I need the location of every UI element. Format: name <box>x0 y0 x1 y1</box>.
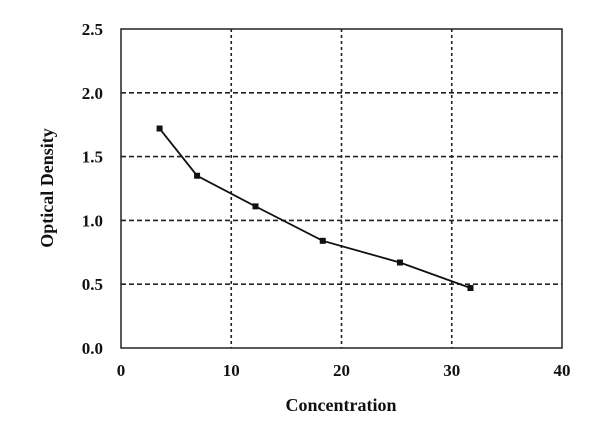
data-point <box>252 203 259 210</box>
y-tick-label: 0.5 <box>82 275 103 294</box>
x-tick-label: 10 <box>223 361 240 380</box>
series-line <box>158 127 471 289</box>
data-point <box>467 285 474 292</box>
grid <box>121 29 562 348</box>
y-tick-label: 1.0 <box>82 211 103 230</box>
y-tick-label: 2.0 <box>82 84 103 103</box>
series <box>156 125 474 292</box>
y-tick-labels: 0.0 0.5 1.0 1.5 2.0 2.5 <box>82 20 103 358</box>
data-point <box>194 172 201 179</box>
x-tick-labels: 0 10 20 30 40 <box>117 361 571 380</box>
plot-frame <box>120 28 563 349</box>
y-tick-label: 1.5 <box>82 148 103 167</box>
data-point <box>396 259 403 266</box>
x-tick-label: 40 <box>554 361 571 380</box>
x-axis-label: Concentration <box>286 395 397 415</box>
y-axis-label: Optical Density <box>37 128 57 248</box>
x-tick-label: 30 <box>443 361 460 380</box>
x-tick-label: 20 <box>333 361 350 380</box>
x-tick-label: 0 <box>117 361 126 380</box>
y-tick-label: 2.5 <box>82 20 103 39</box>
data-point <box>319 237 326 244</box>
y-tick-label: 0.0 <box>82 339 103 358</box>
data-point <box>156 125 163 132</box>
